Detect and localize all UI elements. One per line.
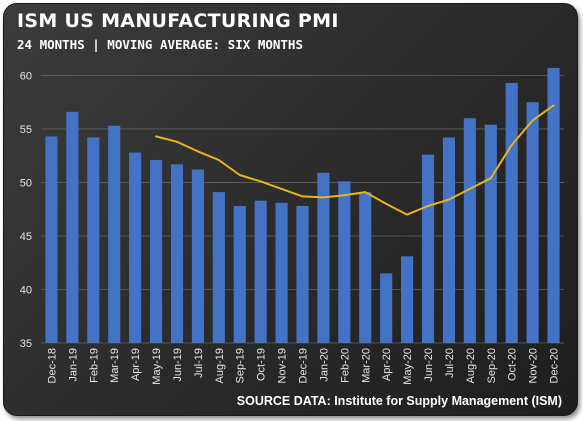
chart-card: ISM US MANUFACTURING PMI 24 MONTHS | MOV…	[3, 3, 578, 416]
y-tick-label: 50	[20, 177, 32, 189]
x-tick-label: Mar-19	[109, 348, 121, 383]
y-tick-label: 60	[20, 70, 32, 82]
x-tick-label: Oct-19	[256, 348, 268, 381]
moving-average-point	[343, 194, 346, 197]
x-tick-label: Jul-19	[193, 348, 205, 378]
moving-average-point	[259, 180, 262, 183]
y-tick-label: 55	[20, 124, 32, 136]
x-tick-label: Feb-20	[339, 348, 351, 383]
x-tick-label: Aug-19	[214, 348, 226, 383]
x-tick-label: May-19	[151, 348, 163, 385]
x-tick-label: Oct-20	[507, 348, 519, 381]
x-tick-label: Jan-20	[318, 348, 330, 382]
chart-subtitle: 24 MONTHS | MOVING AVERAGE: SIX MONTHS	[17, 37, 303, 52]
bar	[233, 205, 246, 343]
bar	[338, 181, 351, 343]
x-tick-label: Apr-19	[130, 348, 142, 381]
x-tick-label: May-20	[402, 348, 414, 385]
x-tick-label: Feb-19	[88, 348, 100, 383]
moving-average-point	[531, 119, 534, 122]
bar	[421, 154, 435, 343]
bar	[108, 125, 121, 343]
bar	[317, 172, 330, 343]
x-tick-label: Jun-20	[423, 348, 435, 382]
moving-average-point	[322, 196, 325, 199]
x-tick-label: Sep-20	[486, 348, 498, 383]
bar	[66, 111, 79, 343]
moving-average-series	[155, 104, 555, 216]
moving-average-point	[217, 159, 220, 161]
bar	[129, 152, 142, 343]
x-tick-label: Dec-20	[549, 348, 561, 383]
x-axis-ticks: Dec-18 Jan-19 Feb-19 Mar-19 Apr-19 May-19 Jun-…	[46, 348, 560, 385]
moving-average-point	[197, 150, 199, 153]
bar	[275, 202, 288, 343]
bar-series	[45, 67, 560, 344]
bar	[170, 164, 184, 343]
y-tick-label: 45	[20, 231, 32, 243]
x-tick-label: Nov-20	[528, 348, 540, 383]
moving-average-point	[176, 140, 178, 143]
moving-average-point	[489, 177, 492, 180]
bar	[547, 67, 560, 344]
moving-average-point	[301, 195, 304, 198]
x-tick-label: Apr-20	[381, 348, 393, 381]
y-tick-label: 35	[20, 338, 32, 350]
moving-average-point	[406, 213, 408, 216]
chart-title: ISM US MANUFACTURING PMI	[17, 10, 339, 32]
moving-average-point	[427, 205, 429, 207]
bar	[212, 192, 225, 343]
x-tick-label: Sep-19	[235, 348, 247, 383]
bar	[380, 273, 393, 343]
bar	[526, 102, 539, 344]
moving-average-point	[510, 144, 513, 146]
bar	[45, 136, 58, 343]
moving-average-point	[448, 198, 450, 201]
bar	[191, 169, 204, 343]
x-tick-label: Dec-18	[46, 348, 58, 383]
moving-average-point	[280, 187, 283, 190]
x-tick-label: Aug-20	[465, 348, 477, 383]
moving-average-point	[238, 174, 241, 176]
bar	[401, 256, 414, 343]
x-tick-label: Dec-19	[298, 348, 310, 383]
moving-average-line	[155, 104, 555, 216]
y-axis-ticks: 35 40 45 50 55 60	[20, 70, 32, 350]
bar	[149, 159, 163, 343]
moving-average-point	[552, 104, 555, 107]
bar	[442, 137, 456, 343]
x-tick-label: Jan-19	[67, 348, 79, 382]
pmi-chart: 35 40 45 50 55 60 Dec-18 Jan-19 Feb-19 Mar-19 Apr…	[20, 67, 564, 408]
bar	[505, 82, 518, 344]
bar	[484, 124, 497, 344]
moving-average-point	[385, 202, 388, 205]
bar	[296, 205, 309, 343]
moving-average-point	[468, 187, 471, 190]
x-tick-label: Jun-19	[172, 348, 184, 382]
x-tick-label: Mar-20	[360, 348, 372, 383]
bar	[87, 137, 100, 343]
bar	[359, 192, 372, 343]
x-tick-label: Jul-20	[444, 348, 456, 378]
bar	[463, 118, 476, 343]
moving-average-point	[364, 191, 367, 193]
moving-average-point	[155, 135, 157, 138]
y-tick-label: 40	[20, 284, 32, 296]
bar	[254, 200, 267, 343]
source-note: SOURCE DATA: Institute for Supply Manage…	[237, 394, 562, 408]
x-tick-label: Nov-19	[277, 348, 289, 383]
